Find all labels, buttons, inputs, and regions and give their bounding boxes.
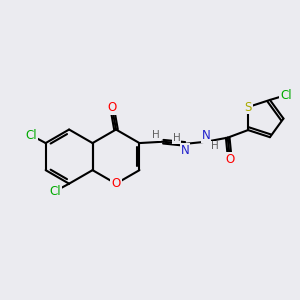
Text: O: O xyxy=(111,177,121,190)
Text: H: H xyxy=(211,141,219,151)
Text: H: H xyxy=(173,133,181,143)
Text: S: S xyxy=(244,100,252,113)
Text: O: O xyxy=(107,101,117,114)
Text: Cl: Cl xyxy=(280,88,292,102)
Text: Cl: Cl xyxy=(49,185,61,198)
Text: N: N xyxy=(181,144,189,157)
Text: Cl: Cl xyxy=(26,129,38,142)
Text: H: H xyxy=(152,130,160,140)
Text: N: N xyxy=(202,129,210,142)
Text: O: O xyxy=(225,153,235,167)
